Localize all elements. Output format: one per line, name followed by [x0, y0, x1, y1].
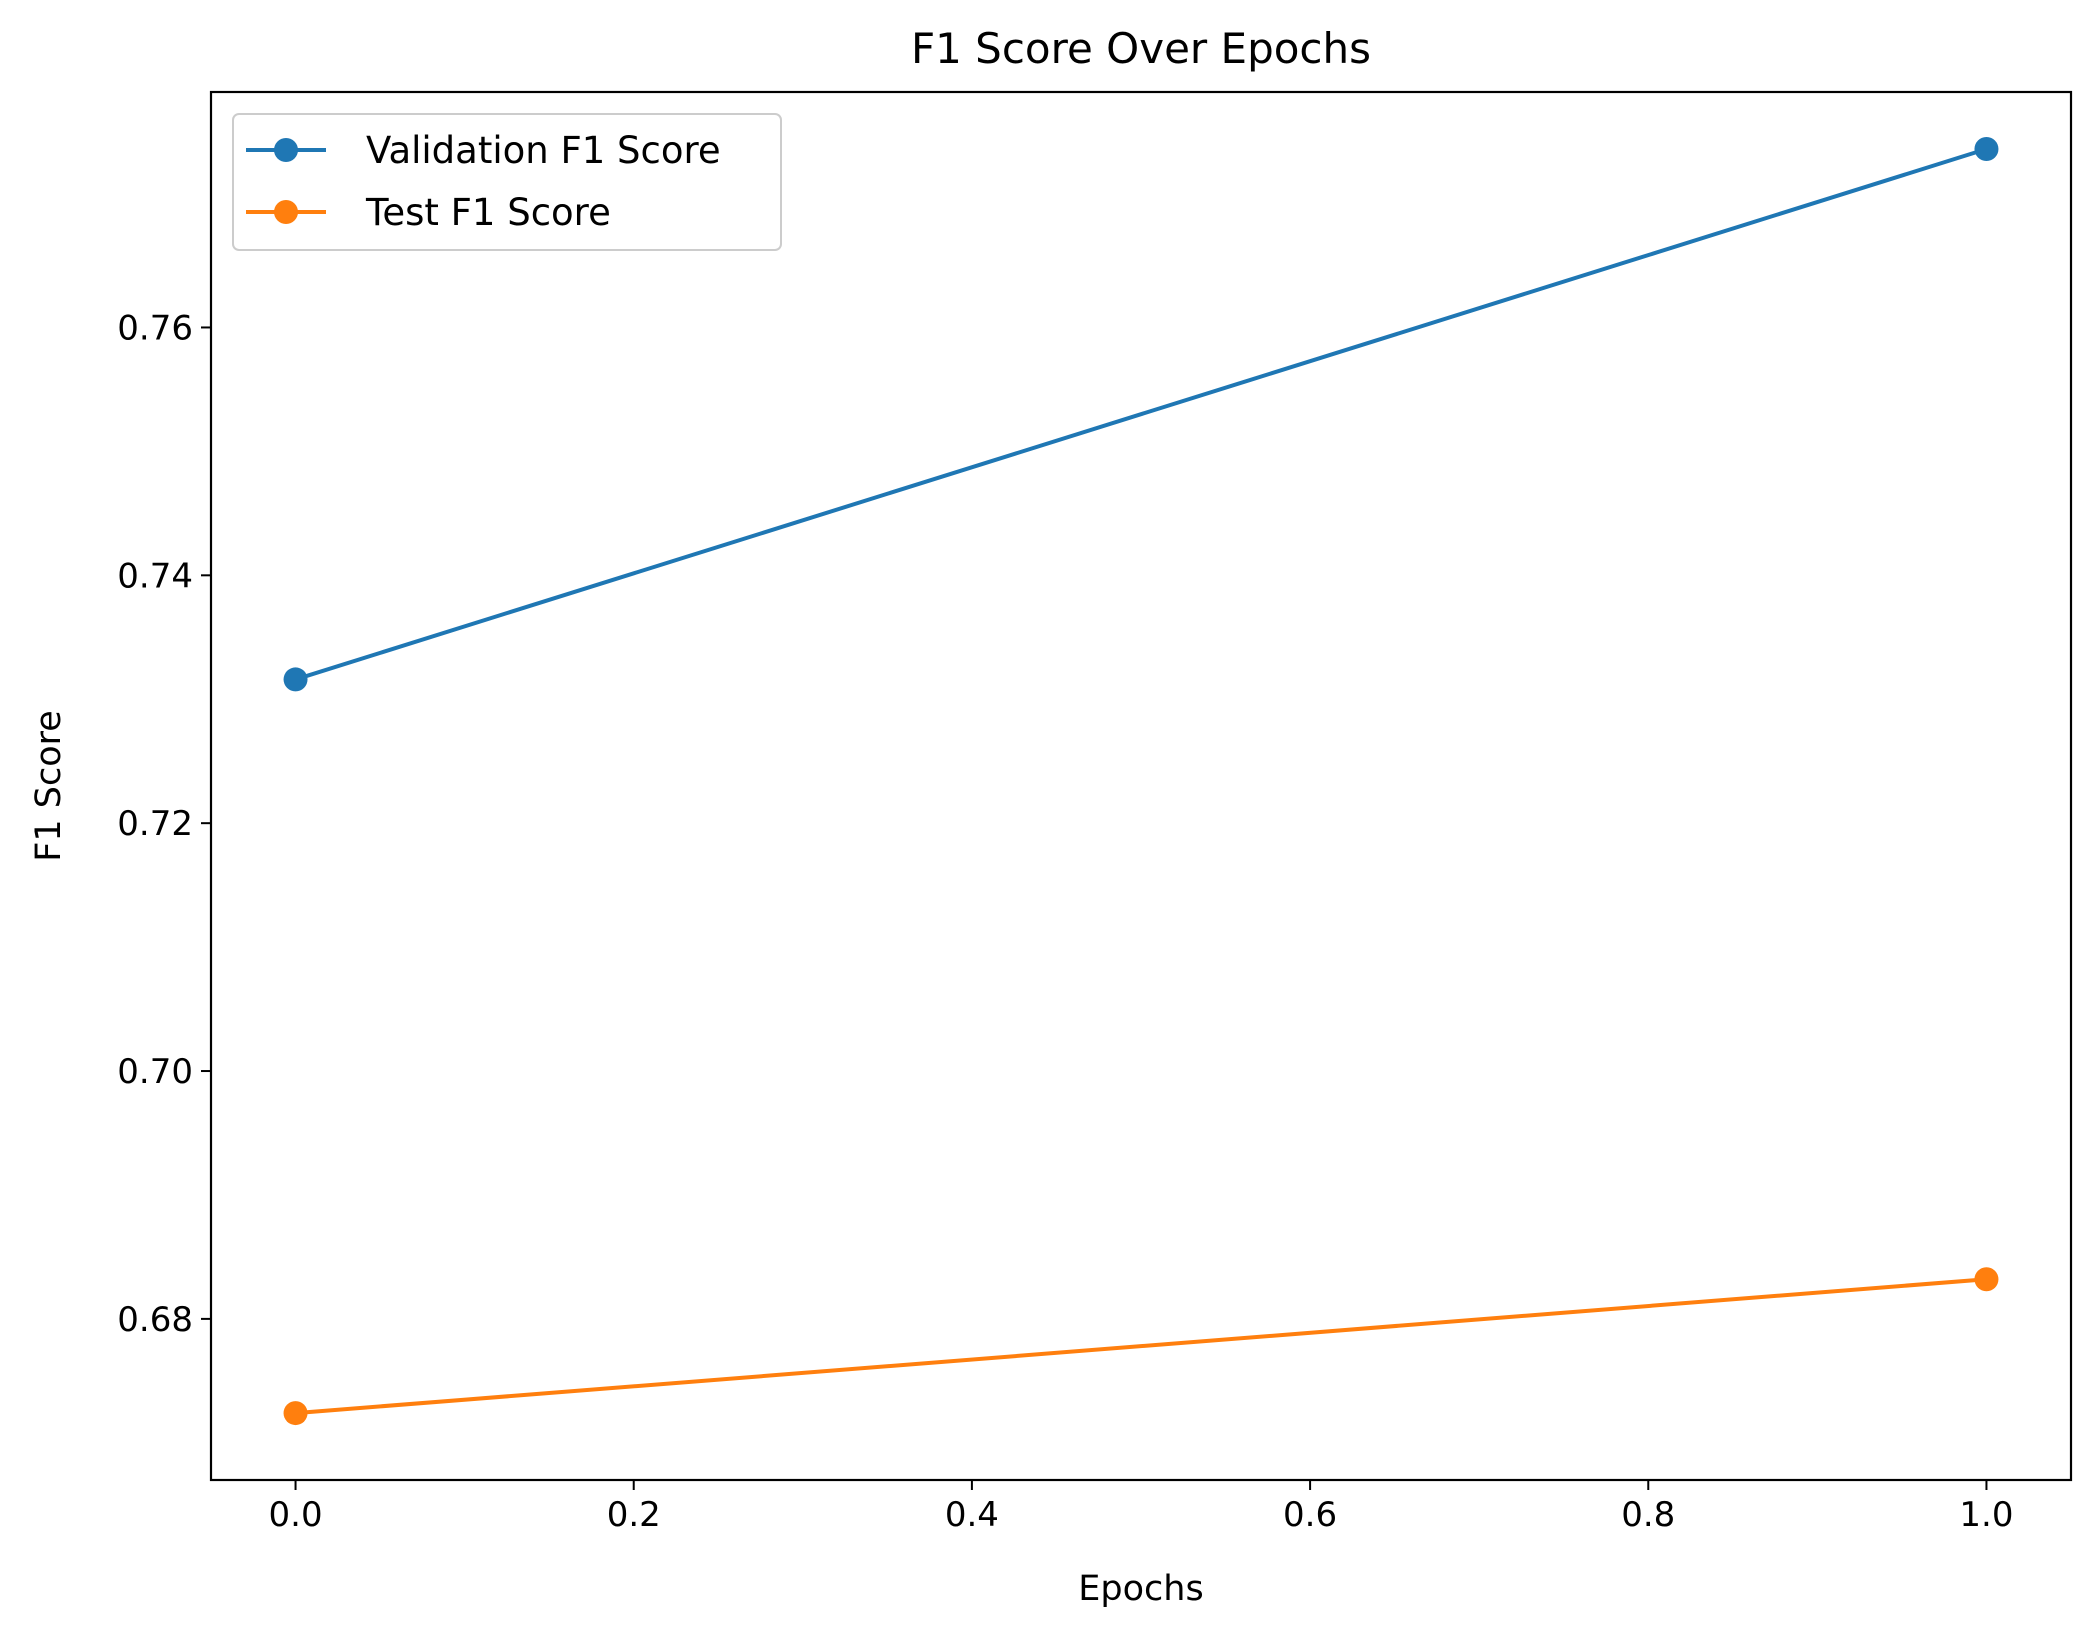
y-axis: 0.68 0.70 0.72 0.74 0.76: [117, 308, 211, 1340]
x-tick-label: 0.4: [945, 1495, 999, 1535]
data-point: [1974, 137, 1999, 162]
series-line: [295, 1277, 1987, 1416]
y-tick-label: 0.70: [117, 1052, 193, 1092]
plot-frame: [209, 90, 2073, 1482]
legend-marker: [274, 138, 298, 162]
x-tick-label: 0.6: [1283, 1495, 1337, 1535]
series-line: [294, 147, 1988, 682]
legend-box: [232, 113, 782, 251]
legend: Validation F1 Score Test F1 Score: [232, 113, 782, 251]
plot-area: [283, 137, 1999, 1426]
legend-marker: [274, 200, 298, 224]
x-tick-label: 1.0: [1959, 1495, 2013, 1535]
y-tick-label: 0.76: [117, 308, 193, 348]
x-axis-label: Epochs: [1078, 1569, 1203, 1609]
y-tick-label: 0.68: [117, 1300, 193, 1340]
y-tick-label: 0.72: [117, 804, 193, 844]
data-point: [283, 667, 308, 692]
y-tick-label: 0.74: [117, 556, 193, 596]
x-tick-label: 0.2: [607, 1495, 661, 1535]
data-point: [1974, 1267, 1999, 1292]
x-axis: 0.0 0.2 0.4 0.6 0.8 1.0: [269, 1480, 2013, 1535]
x-tick-label: 0.0: [269, 1495, 323, 1535]
legend-label: Validation F1 Score: [366, 129, 721, 172]
data-point: [283, 1401, 308, 1426]
y-axis-label: F1 Score: [29, 710, 69, 862]
x-tick-label: 0.8: [1621, 1495, 1675, 1535]
legend-label: Test F1 Score: [365, 191, 611, 234]
chart-title: F1 Score Over Epochs: [911, 24, 1371, 73]
